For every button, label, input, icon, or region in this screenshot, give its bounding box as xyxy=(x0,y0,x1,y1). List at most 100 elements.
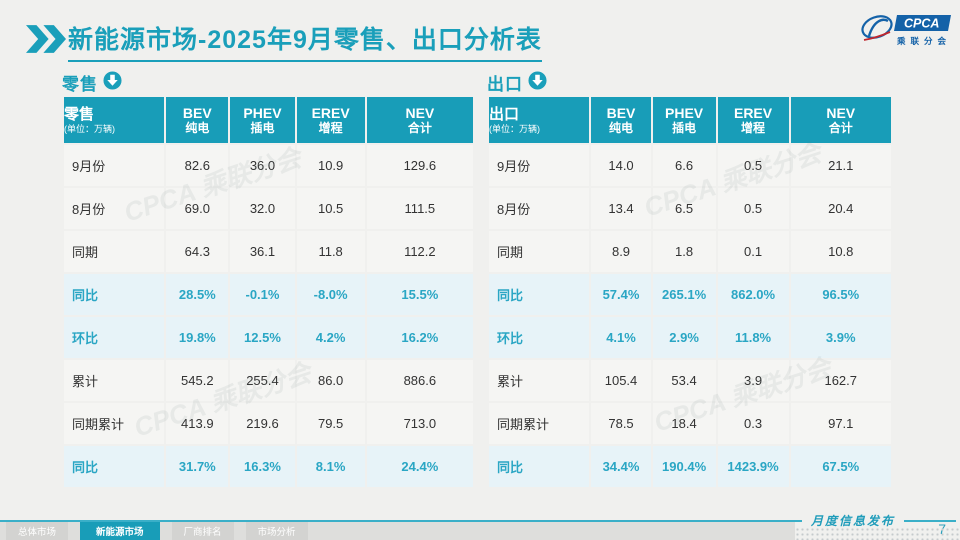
retail-table: 零售 (单位：万辆) BEV 纯电 PHEV 插电 EREV 增程 NEV 合计 9月份… xyxy=(62,95,475,489)
table-row: 环比 4.1% 2.9% 11.8% 3.9% xyxy=(489,317,891,358)
row-label: 9月份 xyxy=(489,145,590,186)
row-label: 同期 xyxy=(489,231,590,272)
footer-tab-2[interactable]: 厂商排名 xyxy=(171,522,234,540)
cell-value: 8.9 xyxy=(591,231,651,272)
row-label: 同比 xyxy=(489,274,590,315)
table-row: 8月份 69.0 32.0 10.5 111.5 xyxy=(64,188,473,229)
col-header-bev: BEV 纯电 xyxy=(166,97,229,143)
cell-value: 112.2 xyxy=(366,231,473,272)
footer-tab-3[interactable]: 市场分析 xyxy=(245,522,308,540)
cell-value: 4.2% xyxy=(296,317,365,358)
cell-value: 69.0 xyxy=(166,188,229,229)
cell-value: 16.2% xyxy=(366,317,473,358)
cell-value: 219.6 xyxy=(230,403,295,444)
cell-value: 78.5 xyxy=(591,403,651,444)
retail-section-header: 零售 xyxy=(62,70,475,95)
cell-value: 3.9 xyxy=(717,360,789,401)
unit-note: (单位：万辆) xyxy=(64,123,115,134)
cell-value: -0.1% xyxy=(230,274,295,315)
table-row: 同期累计 78.5 18.4 0.3 97.1 xyxy=(489,403,891,444)
export-table-header-row: 出口 (单位：万辆) BEV 纯电 PHEV 插电 EREV 增程 NEV 合计 xyxy=(489,97,891,143)
cell-value: 162.7 xyxy=(790,360,891,401)
footer-rule: 月度信息发布 xyxy=(0,512,960,529)
row-label: 环比 xyxy=(489,317,590,358)
cell-value: 13.4 xyxy=(591,188,651,229)
row-label: 累计 xyxy=(64,360,165,401)
row-label: 同期累计 xyxy=(489,403,590,444)
cell-value: 16.3% xyxy=(230,446,295,487)
export-section-header: 出口 xyxy=(487,70,893,95)
export-corner-header: 出口 (单位：万辆) xyxy=(489,97,590,143)
circle-down-arrow-icon xyxy=(528,70,547,95)
footer-tab-0[interactable]: 总体市场 xyxy=(6,522,69,540)
cell-value: -8.0% xyxy=(296,274,365,315)
row-label: 同比 xyxy=(64,274,165,315)
retail-section: 零售 零售 (单位：万辆) BEV 纯电 PHEV 插电 EREV 增程 xyxy=(62,70,475,489)
cell-value: 4.1% xyxy=(591,317,651,358)
cell-value: 34.4% xyxy=(591,446,651,487)
col-header-nev: NEV 合计 xyxy=(366,97,473,143)
footer-line-short xyxy=(904,519,956,522)
table-row: 同比 34.4% 190.4% 1423.9% 67.5% xyxy=(489,446,891,487)
circle-down-arrow-icon xyxy=(103,70,122,95)
cell-value: 86.0 xyxy=(296,360,365,401)
row-label: 同期累计 xyxy=(64,403,165,444)
row-label: 8月份 xyxy=(489,188,590,229)
page-title: 新能源市场-2025年9月零售、出口分析表 xyxy=(68,20,542,62)
cell-value: 0.5 xyxy=(717,188,789,229)
retail-corner-header: 零售 (单位：万辆) xyxy=(64,97,165,143)
cell-value: 10.8 xyxy=(790,231,891,272)
col-header-phev: PHEV 插电 xyxy=(652,97,716,143)
cell-value: 15.5% xyxy=(366,274,473,315)
cell-value: 64.3 xyxy=(166,231,229,272)
cell-value: 28.5% xyxy=(166,274,229,315)
cell-value: 14.0 xyxy=(591,145,651,186)
cell-value: 10.9 xyxy=(296,145,365,186)
publication-label: 月度信息发布 xyxy=(810,514,895,528)
logo-cpca-text: CPCA xyxy=(904,17,939,31)
cell-value: 21.1 xyxy=(790,145,891,186)
col-header-bev: BEV 纯电 xyxy=(591,97,651,143)
row-label: 累计 xyxy=(489,360,590,401)
cell-value: 0.1 xyxy=(717,231,789,272)
cell-value: 18.4 xyxy=(652,403,716,444)
table-row: 同期 64.3 36.1 11.8 112.2 xyxy=(64,231,473,272)
cell-value: 96.5% xyxy=(790,274,891,315)
table-row: 同期累计 413.9 219.6 79.5 713.0 xyxy=(64,403,473,444)
cell-value: 67.5% xyxy=(790,446,891,487)
cell-value: 2.9% xyxy=(652,317,716,358)
unit-note: (单位：万辆) xyxy=(489,123,540,134)
row-label: 同比 xyxy=(489,446,590,487)
double-chevron-icon xyxy=(26,24,66,59)
cell-value: 10.5 xyxy=(296,188,365,229)
cell-value: 129.6 xyxy=(366,145,473,186)
col-header-erev: EREV 增程 xyxy=(717,97,789,143)
corner-label: 零售 xyxy=(64,105,95,123)
table-row: 累计 105.4 53.4 3.9 162.7 xyxy=(489,360,891,401)
cell-value: 53.4 xyxy=(652,360,716,401)
table-row: 同期 8.9 1.8 0.1 10.8 xyxy=(489,231,891,272)
cell-value: 32.0 xyxy=(230,188,295,229)
cell-value: 713.0 xyxy=(366,403,473,444)
logo-org-text: 乘联分会 xyxy=(896,36,951,46)
export-table: 出口 (单位：万辆) BEV 纯电 PHEV 插电 EREV 增程 NEV 合计 9月份… xyxy=(487,95,893,489)
col-header-nev: NEV 合计 xyxy=(790,97,891,143)
cell-value: 0.3 xyxy=(717,403,789,444)
footer-tab-1[interactable]: 新能源市场 xyxy=(80,522,160,540)
cell-value: 82.6 xyxy=(166,145,229,186)
cell-value: 1.8 xyxy=(652,231,716,272)
cell-value: 36.1 xyxy=(230,231,295,272)
footer-line xyxy=(0,519,802,522)
col-header-phev: PHEV 插电 xyxy=(230,97,295,143)
cell-value: 0.5 xyxy=(717,145,789,186)
retail-table-header-row: 零售 (单位：万辆) BEV 纯电 PHEV 插电 EREV 增程 NEV 合计 xyxy=(64,97,473,143)
cell-value: 36.0 xyxy=(230,145,295,186)
cell-value: 6.5 xyxy=(652,188,716,229)
export-section-label: 出口 xyxy=(487,75,523,94)
row-label: 9月份 xyxy=(64,145,165,186)
cell-value: 886.6 xyxy=(366,360,473,401)
cell-value: 265.1% xyxy=(652,274,716,315)
cell-value: 11.8% xyxy=(717,317,789,358)
row-label: 8月份 xyxy=(64,188,165,229)
